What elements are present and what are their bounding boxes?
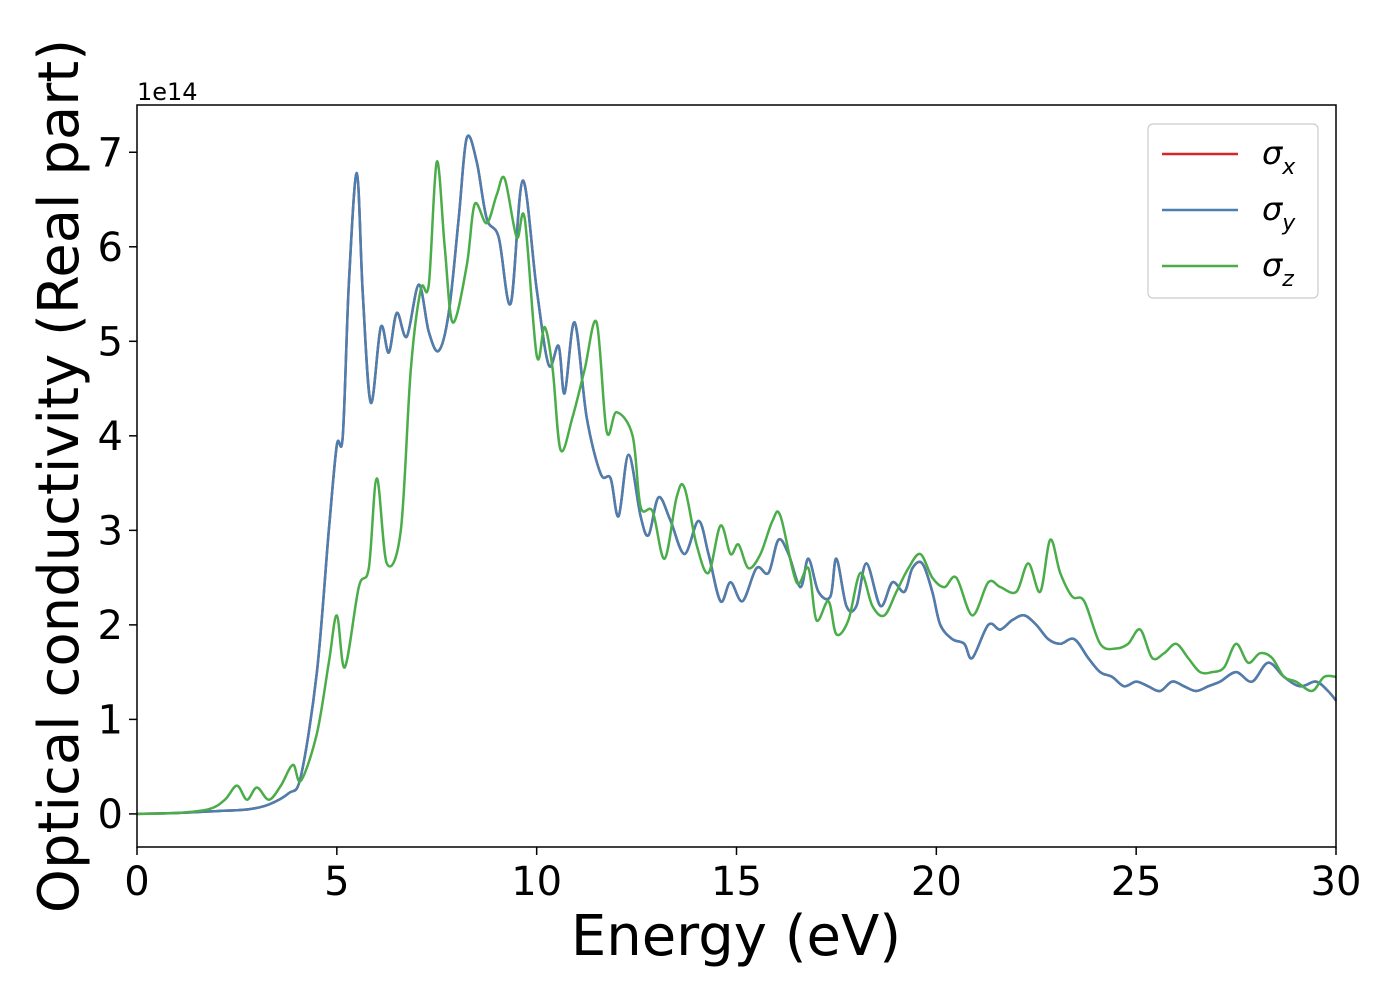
y-tick-label: 1 [98, 697, 123, 743]
x-tick-label: 20 [911, 859, 962, 905]
y-tick-label: 3 [98, 508, 123, 554]
y-axis-ticks: 0 1 2 3 4 5 6 7 [98, 130, 137, 838]
plot-frame [136, 104, 1337, 848]
y-offset-label: 1e14 [137, 78, 198, 106]
x-tick-label: 10 [511, 859, 562, 905]
y-tick-label: 4 [98, 414, 123, 460]
legend-label-sigma-x: σx [1262, 134, 1296, 180]
x-tick-label: 30 [1311, 859, 1362, 905]
plot-area [136, 134, 1337, 816]
x-axis-title: Energy (eV) [571, 904, 901, 969]
x-tick-label: 5 [324, 859, 349, 905]
y-tick-label: 5 [98, 319, 123, 365]
y-tick-label: 0 [98, 792, 123, 838]
legend-label-sigma-y: σy [1262, 190, 1296, 236]
legend-label-sigma-z: σz [1262, 246, 1294, 292]
legend: σx σy σz [1147, 123, 1319, 299]
y-tick-label: 2 [98, 603, 123, 649]
y-tick-label: 6 [98, 225, 123, 271]
series-line-sigma-y [136, 134, 1337, 816]
y-axis-title: Optical conductivity (Real part) [27, 39, 92, 913]
x-tick-label: 25 [1111, 859, 1162, 905]
x-axis-ticks: 0 5 10 15 20 25 30 [124, 847, 1361, 905]
x-tick-label: 15 [711, 859, 762, 905]
series-line-sigma-z [136, 160, 1337, 816]
y-tick-label: 7 [98, 130, 123, 176]
x-tick-label: 0 [124, 859, 149, 905]
